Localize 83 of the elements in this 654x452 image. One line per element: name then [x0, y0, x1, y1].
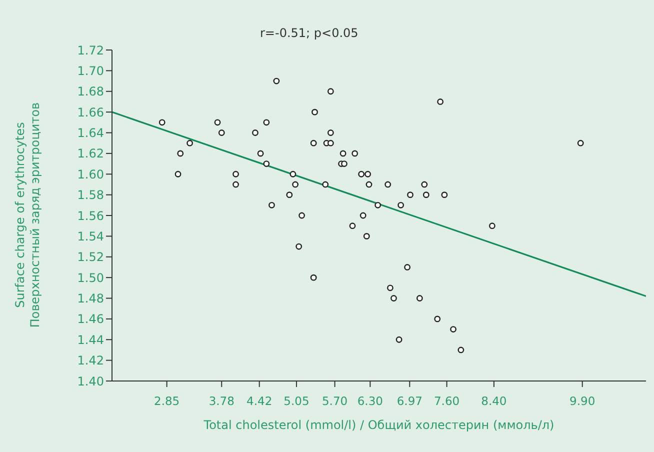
- y-tick-label: 1.70: [77, 64, 104, 78]
- y-tick-label: 1.68: [77, 84, 104, 99]
- point: [214, 119, 221, 126]
- point: [434, 316, 441, 322]
- y-tick-label: 1.60: [77, 167, 104, 182]
- y-tick-label: 1.48: [77, 292, 104, 306]
- x-tick-label: 5.70: [322, 394, 348, 408]
- point: [312, 108, 318, 116]
- point: [340, 150, 346, 157]
- point: [322, 181, 329, 188]
- point: [349, 222, 356, 230]
- point: [421, 181, 428, 188]
- y-tick-label: 1.50: [77, 270, 104, 285]
- point: [384, 181, 392, 188]
- x-tick-label: 8.40: [481, 394, 507, 408]
- point: [577, 140, 584, 146]
- y-tick-label: 1.72: [77, 43, 104, 58]
- point: [374, 202, 382, 208]
- x-tick-label: 6.97: [396, 394, 422, 408]
- y-tick-label: 1.58: [77, 188, 104, 202]
- x-tick-label: 3.78: [208, 394, 234, 408]
- point: [437, 98, 444, 105]
- point: [366, 181, 372, 188]
- point: [358, 170, 365, 178]
- y-tick-label: 1.62: [77, 146, 104, 161]
- point: [363, 232, 370, 240]
- point: [458, 346, 464, 354]
- point: [396, 336, 402, 343]
- point: [263, 119, 270, 126]
- point: [327, 88, 334, 95]
- point: [296, 243, 302, 250]
- text: r=-0.51; p<0.05: [260, 26, 358, 40]
- point: [174, 170, 182, 178]
- x-tick-label: 2.85: [154, 394, 180, 408]
- y-tick-label: 1.42: [77, 354, 104, 368]
- point: [158, 119, 166, 126]
- point: [232, 181, 239, 188]
- point: [177, 150, 184, 157]
- point: [327, 130, 334, 136]
- y-tick-label: 1.56: [77, 208, 104, 223]
- point: [286, 192, 293, 198]
- point: [252, 130, 258, 136]
- x-tick-label: 6.30: [357, 394, 383, 408]
- point: [290, 170, 296, 178]
- point: [310, 274, 317, 281]
- point: [352, 150, 358, 157]
- point: [404, 264, 410, 270]
- x-axis-title: Total cholesterol (mmol/l) / Общий холестерин (ммоль/л): [202, 418, 556, 432]
- point: [398, 202, 404, 208]
- point: [422, 192, 430, 198]
- point: [441, 192, 448, 198]
- y-tick-label: 1.54: [77, 229, 104, 244]
- x-tick-label: 9.90: [570, 394, 596, 408]
- point: [360, 212, 366, 219]
- point: [390, 295, 397, 302]
- point: [292, 181, 299, 188]
- x-tick-label: 5.05: [284, 394, 310, 408]
- point: [263, 160, 270, 167]
- point: [298, 212, 305, 219]
- point: [218, 130, 225, 136]
- x-tick-label: 7.60: [434, 394, 460, 408]
- point: [450, 326, 456, 332]
- point: [232, 170, 239, 178]
- point: [327, 140, 334, 146]
- point: [186, 140, 193, 146]
- point: [310, 140, 317, 146]
- point: [364, 170, 371, 178]
- point: [341, 160, 348, 167]
- point: [268, 202, 275, 208]
- point: [416, 295, 423, 302]
- y-tick-label: 1.52: [77, 250, 104, 264]
- point: [387, 284, 394, 292]
- y-tick-label: 1.66: [77, 105, 104, 120]
- point: [488, 222, 496, 230]
- x-tick-label: 4.42: [246, 394, 272, 408]
- point: [257, 150, 264, 157]
- y-tick-label: 1.40: [77, 374, 104, 388]
- y-tick-label: 1.46: [77, 312, 104, 326]
- y-tick-label: 1.44: [77, 332, 104, 347]
- point: [273, 78, 280, 84]
- point: [407, 192, 414, 198]
- y-tick-label: 1.64: [77, 126, 104, 140]
- y-axis-title: Surface charge of erythrocytes Поверхностный заряд эритроцитов: [13, 102, 43, 328]
